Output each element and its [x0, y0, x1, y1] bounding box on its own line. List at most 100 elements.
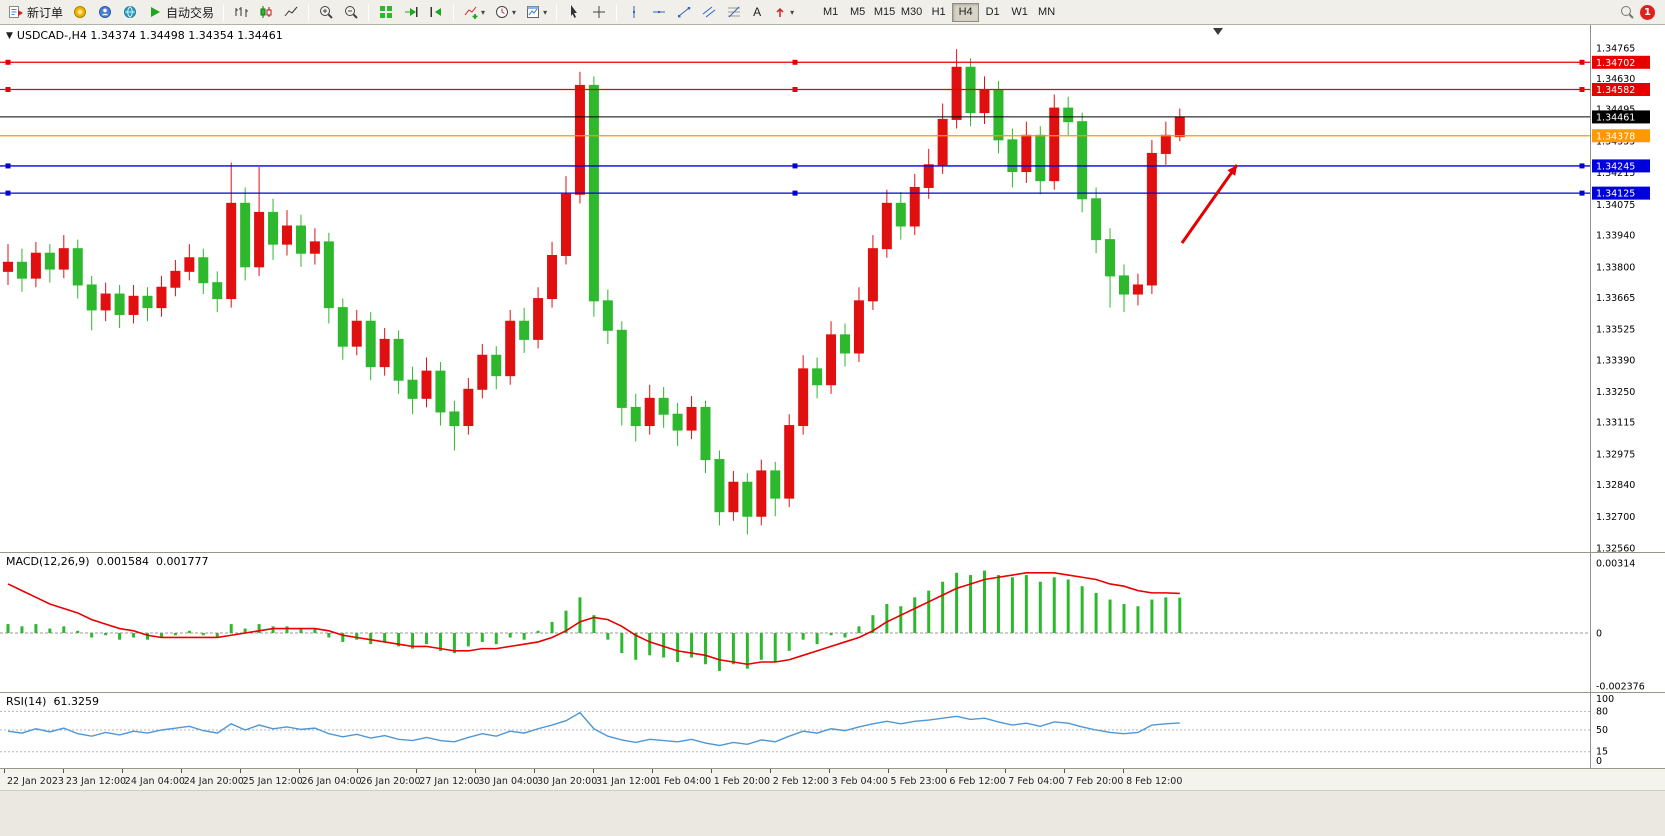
trendline-tool-button[interactable]	[672, 2, 696, 22]
auto-scroll-button[interactable]	[399, 2, 423, 22]
price-axis-label: 1.33115	[1596, 418, 1635, 429]
chart-shift-button[interactable]	[424, 2, 448, 22]
tile-windows-button[interactable]	[374, 2, 398, 22]
dropdown-caret-icon: ▾	[512, 7, 517, 17]
horizontal-line-object[interactable]	[0, 59, 1590, 65]
line-chart-button[interactable]	[279, 2, 303, 22]
time-label: 6 Feb 12:00	[949, 776, 1006, 787]
zoom-out-button[interactable]	[339, 2, 363, 22]
price-axis-label: 1.33525	[1596, 325, 1635, 336]
time-label: 7 Feb 04:00	[1008, 776, 1065, 787]
periods-button[interactable]: ▾	[490, 2, 520, 22]
symbol-dropdown-icon[interactable]: ▼	[6, 30, 13, 41]
time-axis-tick	[62, 769, 64, 773]
candlestick-chart-button[interactable]	[254, 2, 278, 22]
arrows-tool-button[interactable]: ▾	[768, 2, 798, 22]
candles-group	[3, 49, 1185, 535]
timeframe-button-m30[interactable]: M30	[898, 3, 925, 22]
arrow-annotation[interactable]	[1180, 164, 1239, 244]
time-axis-tick	[534, 769, 536, 773]
templates-icon	[527, 6, 540, 18]
toolbar-separator	[308, 3, 310, 21]
time-axis-tick	[4, 769, 5, 773]
search-button[interactable]	[1615, 2, 1639, 22]
svg-text:1.34702: 1.34702	[1596, 58, 1635, 69]
time-axis-tick	[710, 769, 712, 773]
horizontal-line-tool-button[interactable]	[647, 2, 671, 22]
community-button[interactable]	[118, 2, 142, 22]
svg-text:1.34125: 1.34125	[1596, 189, 1635, 200]
timeframe-button-m15[interactable]: M15	[871, 3, 898, 22]
price-tag: 1.34702	[1592, 55, 1650, 69]
price-axis-label: 1.33250	[1596, 387, 1635, 398]
timeframe-button-h1[interactable]: H1	[925, 3, 952, 22]
price-axis-label: 1.34630	[1596, 74, 1635, 85]
rsi-axis-label: 50	[1596, 725, 1608, 736]
metaeditor-button[interactable]	[68, 2, 92, 22]
crosshair-button[interactable]	[587, 2, 611, 22]
fibonacci-tool-button[interactable]	[722, 2, 746, 22]
time-label: 25 Jan 12:00	[242, 776, 303, 787]
time-axis[interactable]: 22 Jan 2023 23 Jan 12:00 24 Jan 04:00 24 Ja…	[0, 768, 1665, 790]
search-icon	[1621, 6, 1634, 19]
timeframe-button-h4[interactable]: H4	[952, 2, 980, 22]
price-tag: 1.34461	[1592, 110, 1650, 124]
macd-label-bar: MACD(12,26,9) 0.001584 0.001777	[6, 555, 209, 568]
time-axis-tick	[946, 769, 948, 773]
vertical-line-tool-button[interactable]	[622, 2, 646, 22]
time-axis-tick	[1064, 769, 1066, 773]
rsi-line	[7, 711, 1180, 747]
time-label: 30 Jan 20:00	[537, 776, 598, 787]
rsi-axis-label: 0	[1596, 756, 1602, 767]
auto-scroll-icon	[405, 7, 418, 17]
bar-chart-button[interactable]	[229, 2, 253, 22]
chart-shift-marker-icon[interactable]	[1213, 28, 1223, 35]
chart-title: USDCAD-,H4 1.34374 1.34498 1.34354 1.344…	[16, 29, 283, 42]
price-axis-label: 1.33390	[1596, 355, 1635, 366]
time-label: 26 Jan 20:00	[360, 776, 421, 787]
horizontal-line-icon	[653, 11, 666, 13]
macd-panel[interactable]: 0.00314 0 -0.002376 MACD(12,26,9) 0.001584…	[0, 552, 1665, 693]
autotrading-button[interactable]: 自动交易	[143, 2, 218, 22]
horizontal-line-object[interactable]	[0, 86, 1590, 92]
price-axis-label: 1.34215	[1596, 168, 1635, 179]
time-label: 7 Feb 20:00	[1067, 776, 1124, 787]
timeframe-button-d1[interactable]: D1	[979, 3, 1006, 22]
notification-badge[interactable]: 1	[1640, 4, 1655, 20]
time-label: 23 Jan 12:00	[65, 776, 127, 787]
timeframe-button-mn[interactable]: MN	[1033, 3, 1060, 22]
zoom-in-icon	[320, 6, 333, 19]
price-chart-panel[interactable]: 1.347651.346301.344951.343551.342151.340…	[0, 25, 1665, 552]
timeframe-button-m5[interactable]: M5	[844, 3, 871, 22]
time-label: 8 Feb 12:00	[1126, 776, 1183, 787]
indicators-button[interactable]: ▾	[459, 2, 489, 22]
timeframe-button-m1[interactable]: M1	[817, 3, 844, 22]
macd-histogram	[6, 570, 1182, 671]
time-label: 3 Feb 04:00	[831, 776, 888, 787]
horizontal-line-object[interactable]	[0, 163, 1590, 169]
timeframe-button-w1[interactable]: W1	[1006, 3, 1033, 22]
zoom-out-icon	[345, 6, 358, 19]
market-button[interactable]	[93, 2, 117, 22]
macd-signal-line	[7, 572, 1180, 666]
macd-axis-label: 0.00314	[1596, 559, 1635, 570]
macd-value-signal: 0.001777	[156, 555, 209, 568]
rsi-panel[interactable]: 100 80 50 15 0 RSI(14) 61.3259	[0, 692, 1665, 769]
zoom-in-button[interactable]	[314, 2, 338, 22]
cursor-button[interactable]	[562, 2, 586, 22]
templates-button[interactable]: ▾	[521, 2, 551, 22]
time-label: 26 Jan 04:00	[301, 776, 362, 787]
macd-canvas[interactable]: 0.00314 0 -0.002376	[0, 553, 1665, 693]
text-tool-button[interactable]: A	[747, 2, 767, 22]
bar-chart-icon	[235, 7, 249, 17]
toolbar-separator	[223, 3, 225, 21]
time-label: 2 Feb 12:00	[772, 776, 829, 787]
new-order-button[interactable]: 新订单	[4, 2, 67, 22]
channel-tool-button[interactable]	[697, 2, 721, 22]
price-axis-label: 1.32560	[1596, 544, 1635, 553]
horizontal-line-object[interactable]	[0, 190, 1590, 196]
price-chart-canvas[interactable]: 1.347651.346301.344951.343551.342151.340…	[0, 25, 1665, 552]
chart-title-bar: ▼ USDCAD-,H4 1.34374 1.34498 1.34354 1.3…	[6, 29, 283, 42]
time-axis-tick	[416, 769, 418, 773]
